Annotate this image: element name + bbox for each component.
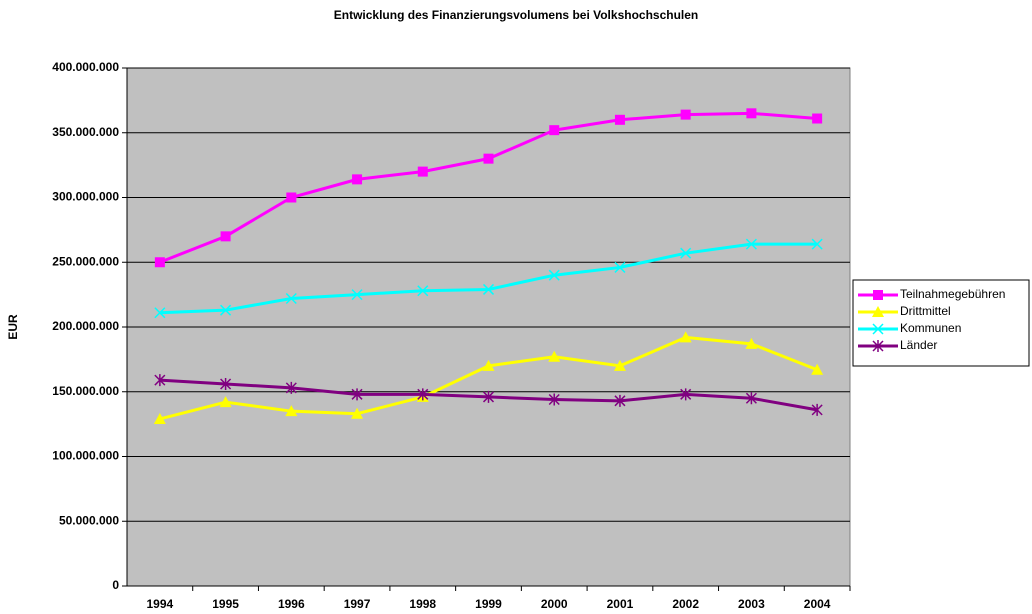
data-point xyxy=(811,403,823,416)
y-tick-label: 150.000.000 xyxy=(52,384,119,398)
data-point xyxy=(811,363,824,375)
data-point xyxy=(351,289,363,301)
x-tick-label: 2002 xyxy=(672,597,699,611)
data-point xyxy=(548,269,560,281)
x-tick-label: 1995 xyxy=(212,597,239,611)
y-tick-label: 250.000.000 xyxy=(52,254,119,268)
data-point xyxy=(220,304,232,316)
data-point xyxy=(745,238,757,250)
legend-label: Drittmittel xyxy=(900,304,951,318)
data-point xyxy=(417,388,429,401)
data-point xyxy=(679,331,692,343)
data-point xyxy=(285,292,297,305)
y-tick-label: 200.000.000 xyxy=(52,319,119,333)
data-point xyxy=(811,238,823,250)
data-point xyxy=(154,374,166,387)
y-tick-label: 50.000.000 xyxy=(59,513,119,527)
x-tick-label: 2003 xyxy=(738,597,765,611)
data-point xyxy=(482,359,495,371)
data-point xyxy=(548,350,561,362)
chart-title: Entwicklung des Finanzierungsvolumens be… xyxy=(334,8,699,22)
data-point xyxy=(220,231,231,242)
y-axis-label: EUR xyxy=(6,314,20,340)
data-point xyxy=(483,153,494,164)
x-tick-label: 1998 xyxy=(409,597,436,611)
legend-marker xyxy=(872,306,884,317)
data-point xyxy=(745,392,757,405)
y-tick-label: 300.000.000 xyxy=(52,190,119,204)
data-point xyxy=(548,393,560,406)
y-tick-label: 400.000.000 xyxy=(52,60,119,74)
x-tick-label: 2004 xyxy=(804,597,831,611)
data-point xyxy=(745,337,758,349)
legend-label: Teilnahmegebühren xyxy=(900,287,1005,301)
data-point xyxy=(154,257,165,268)
data-point xyxy=(746,108,757,119)
x-tick-label: 1994 xyxy=(147,597,174,611)
legend-marker xyxy=(872,323,884,335)
legend-marker xyxy=(873,290,883,300)
legend-label: Länder xyxy=(900,338,937,352)
data-point xyxy=(220,377,232,390)
x-tick-label: 1996 xyxy=(278,597,305,611)
data-point xyxy=(352,174,363,185)
data-point xyxy=(285,381,297,394)
data-point xyxy=(351,407,364,419)
data-point xyxy=(285,405,298,417)
data-point xyxy=(812,113,823,124)
data-point xyxy=(482,390,495,403)
y-tick-label: 350.000.000 xyxy=(52,125,119,139)
data-point xyxy=(549,125,560,136)
data-point xyxy=(614,394,626,407)
data-point xyxy=(614,114,625,125)
data-point xyxy=(153,412,166,424)
data-point xyxy=(613,359,626,371)
x-tick-label: 2001 xyxy=(607,597,634,611)
x-tick-label: 1999 xyxy=(475,597,502,611)
legend-marker xyxy=(872,340,884,352)
data-point xyxy=(482,283,495,295)
data-point xyxy=(219,396,232,408)
data-point xyxy=(614,261,626,273)
data-point xyxy=(680,109,691,120)
data-point xyxy=(351,388,363,401)
y-tick-label: 0 xyxy=(112,578,119,592)
x-tick-label: 1997 xyxy=(344,597,371,611)
data-point xyxy=(154,307,166,319)
data-point xyxy=(680,388,692,401)
legend-label: Kommunen xyxy=(900,321,961,335)
data-point xyxy=(680,247,692,259)
data-point xyxy=(417,285,429,297)
data-point xyxy=(286,192,297,203)
data-point xyxy=(417,166,428,177)
y-tick-label: 100.000.000 xyxy=(52,449,119,463)
x-tick-label: 2000 xyxy=(541,597,568,611)
